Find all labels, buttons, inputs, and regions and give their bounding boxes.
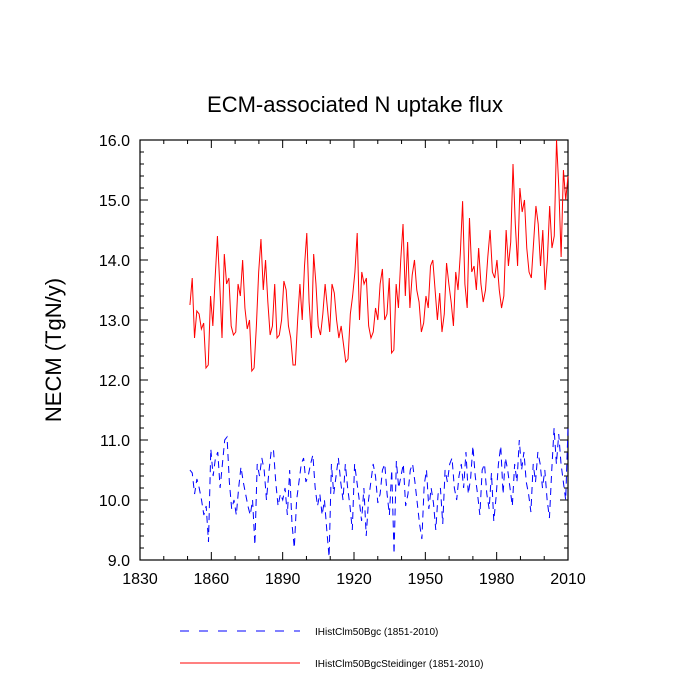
y-tick-label: 13.0 bbox=[99, 313, 130, 330]
y-tick-label: 15.0 bbox=[99, 193, 130, 210]
legend-label-1: IHistClm50Bgc (1851-2010) bbox=[315, 627, 438, 638]
chart-title: ECM-associated N uptake flux bbox=[207, 92, 503, 117]
y-tick-label: 11.0 bbox=[100, 433, 130, 450]
series-line-2 bbox=[189, 139, 569, 373]
y-tick-label: 10.0 bbox=[99, 493, 130, 510]
y-tick-label: 14.0 bbox=[99, 253, 130, 270]
x-tick-label: 1890 bbox=[265, 571, 301, 588]
x-tick-label: 1980 bbox=[479, 571, 515, 588]
plot-area: 1830 1860 1890 1920 1950 1980 2010 9.0 10.0 11.0 1… bbox=[99, 133, 586, 588]
y-axis-label: NECM (TgN/y) bbox=[41, 278, 66, 422]
y-tick-label: 16.0 bbox=[99, 133, 130, 150]
legend-label-2: IHistClm50BgcSteidinger (1851-2010) bbox=[315, 659, 483, 670]
series-line-1 bbox=[189, 427, 569, 558]
x-tick-label: 1950 bbox=[408, 571, 444, 588]
x-tick-label: 1830 bbox=[122, 571, 158, 588]
x-tick-label: 1860 bbox=[194, 571, 230, 588]
x-tick-label: 1920 bbox=[336, 571, 372, 588]
y-tick-label: 9.0 bbox=[108, 553, 130, 570]
plot-frame bbox=[139, 139, 569, 561]
x-tick-label: 2010 bbox=[550, 571, 586, 588]
y-tick-label: 12.0 bbox=[99, 373, 130, 390]
series-layer bbox=[189, 139, 569, 558]
legend: IHistClm50Bgc (1851-2010) IHistClm50BgcSt… bbox=[180, 627, 483, 670]
